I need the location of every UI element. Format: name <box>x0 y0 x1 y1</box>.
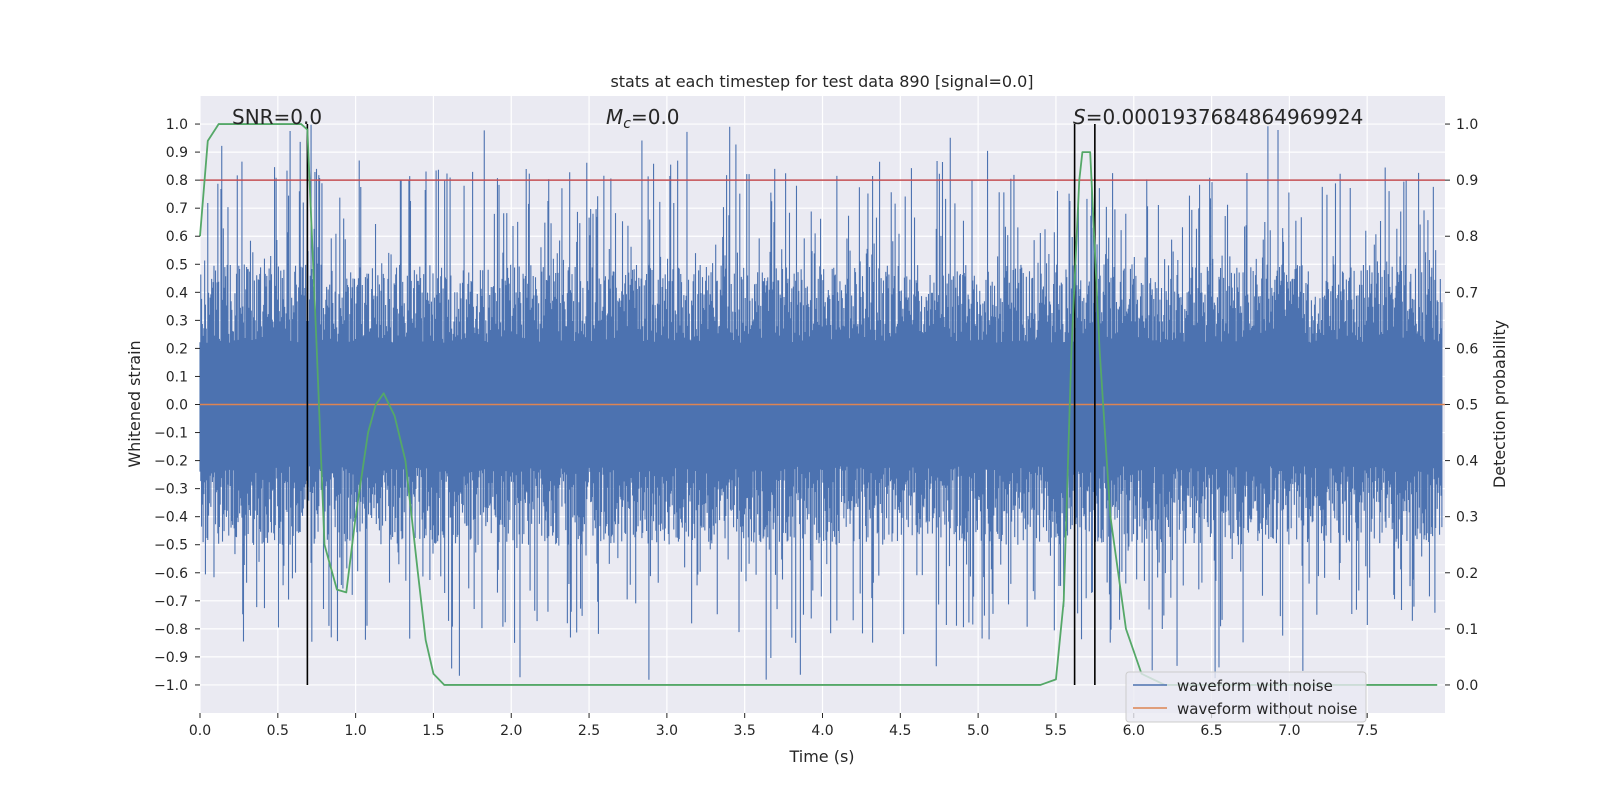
y2-tick-label: 0.6 <box>1456 341 1478 357</box>
overlays <box>199 123 1445 686</box>
y-tick-label: 0.6 <box>166 229 188 245</box>
x-tick-label: 2.0 <box>500 723 522 739</box>
x-tick-label: 2.5 <box>578 723 600 739</box>
x-tick-label: 0.0 <box>189 723 211 739</box>
y2-tick-label: 0.9 <box>1456 173 1478 189</box>
legend-label-clean: waveform without noise <box>1177 700 1357 718</box>
stat-annotation: S=0.0001937684864969924 <box>1073 105 1363 129</box>
y-tick-label: 0.4 <box>166 285 188 301</box>
axes: 0.0 0.5 1.0 1.5 2.0 2.5 3.0 3.5 4.0 4.5 5.0 5.5 6.0 6… <box>154 117 1478 739</box>
y-tick-label: −1.0 <box>154 678 188 694</box>
y-tick-label: 0.2 <box>166 341 188 357</box>
y-tick-label: 0.0 <box>166 398 188 414</box>
x-axis-label: Time (s) <box>788 747 854 766</box>
y-tick-label: −0.3 <box>154 482 188 498</box>
y-tick-label: 0.1 <box>166 369 188 385</box>
x-tick-label: 6.5 <box>1200 723 1222 739</box>
stat-value: =0.0001937684864969924 <box>1086 105 1364 129</box>
x-tick-label: 0.5 <box>267 723 289 739</box>
legend-label-noise: waveform with noise <box>1177 677 1333 695</box>
y-tick-label: −0.6 <box>154 566 188 582</box>
chirp-mass-symbol: M <box>606 105 623 129</box>
legend-box <box>1125 671 1367 723</box>
y-tick-label: −0.8 <box>154 622 188 638</box>
y-tick-label: −0.9 <box>154 650 188 666</box>
y2-tick-label: 0.3 <box>1456 510 1478 526</box>
snr-annotation: SNR=0.0 <box>232 105 322 129</box>
x-tick-label: 5.0 <box>967 723 989 739</box>
y2-tick-label: 0.0 <box>1456 678 1478 694</box>
y-tick-label: 0.5 <box>166 257 188 273</box>
y2-axis-label: Detection probability <box>1490 320 1509 488</box>
y-tick-label: 0.3 <box>166 313 188 329</box>
y2-tick-label: 0.2 <box>1456 566 1478 582</box>
x-tick-label: 7.5 <box>1356 723 1378 739</box>
x-tick-label: 5.5 <box>1045 723 1067 739</box>
y-tick-label: 1.0 <box>166 117 188 133</box>
stat-symbol: S <box>1073 105 1086 129</box>
x-tick-label: 6.0 <box>1123 723 1145 739</box>
y-tick-label: −0.1 <box>154 426 188 442</box>
y2-tick-label: 0.8 <box>1456 229 1478 245</box>
y-tick-label: 0.7 <box>166 201 188 217</box>
chirp-mass-subscript: c <box>623 116 631 132</box>
y2-tick-label: 0.4 <box>1456 454 1478 470</box>
y2-tick-label: 0.1 <box>1456 622 1478 638</box>
x-tick-label: 4.5 <box>889 723 911 739</box>
x-tick-label: 1.0 <box>344 723 366 739</box>
x-tick-label: 3.0 <box>656 723 678 739</box>
x-tick-label: 3.5 <box>734 723 756 739</box>
chart-title: stats at each timestep for test data 890… <box>610 72 1033 91</box>
y-tick-label: −0.2 <box>154 454 188 470</box>
chirp-mass-annotation: Mc=0.0 <box>606 105 680 132</box>
y-tick-label: 0.9 <box>166 145 188 161</box>
x-tick-label: 1.5 <box>422 723 444 739</box>
y-tick-label: −0.5 <box>154 538 188 554</box>
x-tick-label: 7.0 <box>1278 723 1300 739</box>
legend: waveform with noise waveform without noi… <box>1125 671 1367 723</box>
x-tick-label: 4.0 <box>811 723 833 739</box>
y2-tick-label: 1.0 <box>1456 117 1478 133</box>
detection-probability-line <box>199 123 1438 686</box>
y2-tick-label: 0.5 <box>1456 398 1478 414</box>
y-tick-label: 0.8 <box>166 173 188 189</box>
y-axis-label: Whitened strain <box>125 340 144 467</box>
chirp-mass-value: =0.0 <box>631 105 680 129</box>
y2-tick-label: 0.7 <box>1456 285 1478 301</box>
y-tick-label: −0.7 <box>154 594 188 610</box>
y-tick-label: −0.4 <box>154 510 188 526</box>
